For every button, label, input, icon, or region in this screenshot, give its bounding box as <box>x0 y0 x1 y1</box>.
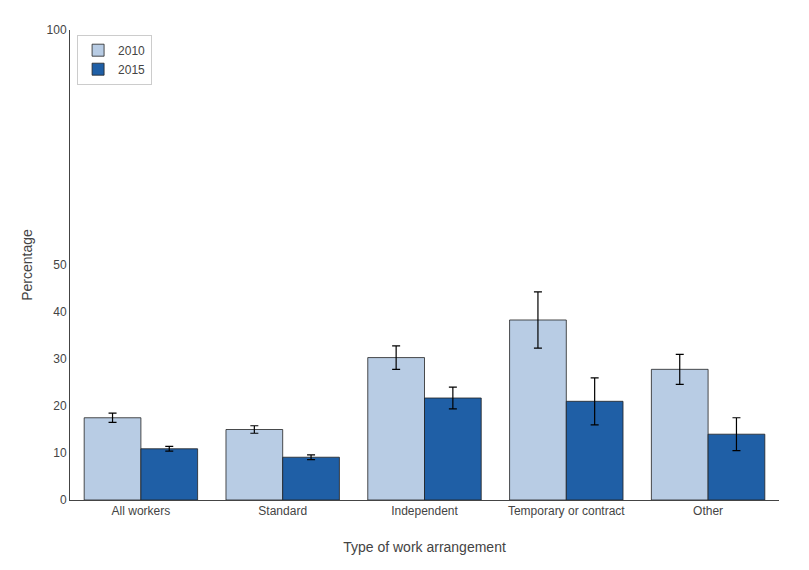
svg-text:30: 30 <box>53 352 67 366</box>
svg-text:Temporary or contract: Temporary or contract <box>508 504 625 518</box>
svg-text:20: 20 <box>53 399 67 413</box>
svg-text:10: 10 <box>53 446 67 460</box>
svg-text:40: 40 <box>53 305 67 319</box>
svg-text:Other: Other <box>693 504 723 518</box>
svg-text:2010: 2010 <box>118 44 145 58</box>
svg-text:Standard: Standard <box>258 504 307 518</box>
svg-text:2015: 2015 <box>118 63 145 77</box>
svg-text:All workers: All workers <box>112 504 171 518</box>
svg-text:Type of work arrangement: Type of work arrangement <box>343 539 506 555</box>
svg-text:50: 50 <box>53 258 67 272</box>
svg-text:100: 100 <box>47 23 67 37</box>
svg-text:Independent: Independent <box>391 504 458 518</box>
svg-text:Percentage: Percentage <box>19 229 35 301</box>
svg-text:0: 0 <box>60 493 67 507</box>
